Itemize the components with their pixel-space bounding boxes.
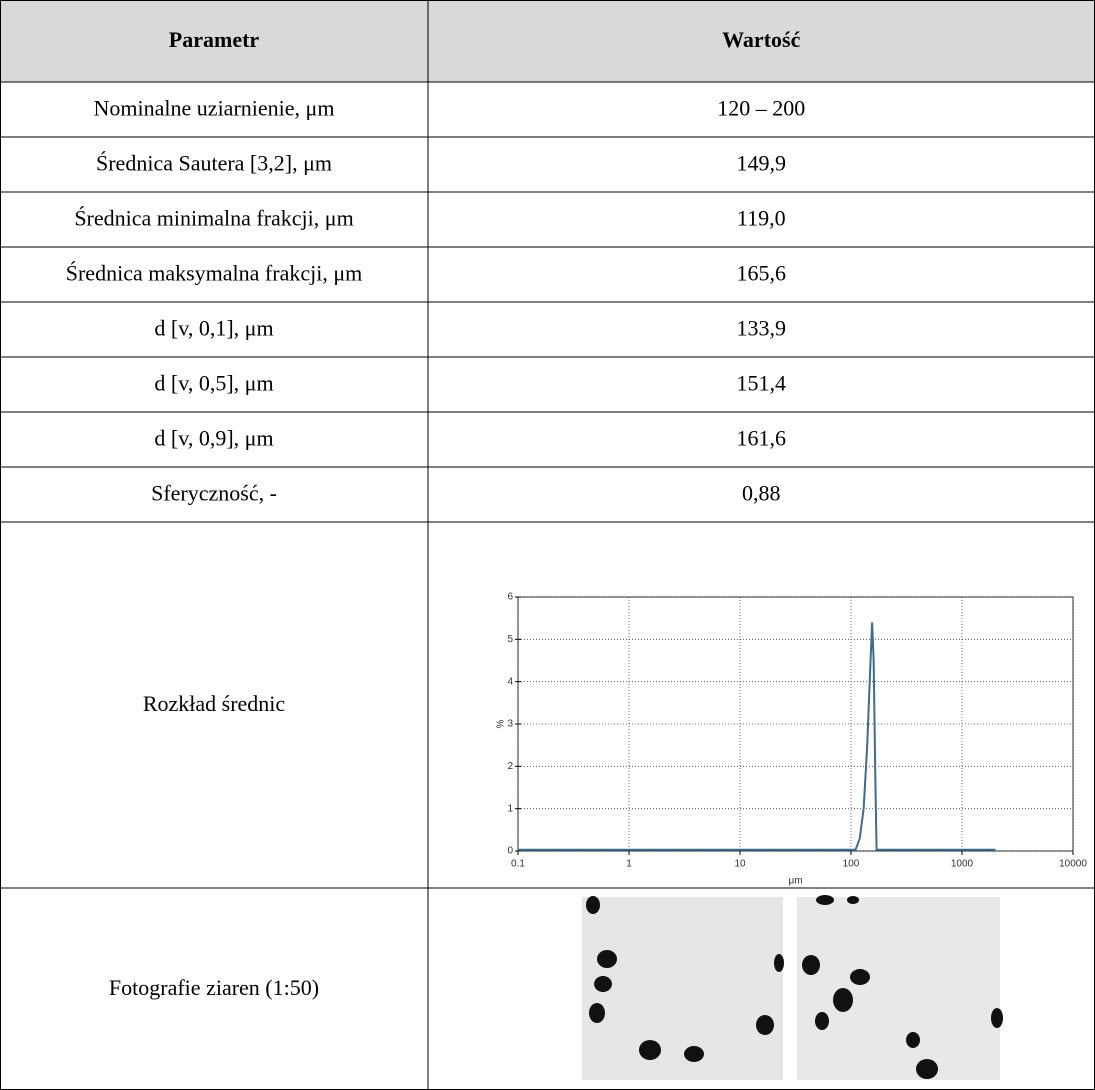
header-cell: Parametr (169, 27, 260, 52)
table-cell: Średnica maksymalna frakcji, μm (66, 261, 362, 286)
y-tick-label: 1 (507, 803, 513, 814)
photo (797, 897, 1000, 1080)
y-tick-label: 5 (507, 634, 513, 645)
table-cell: Średnica Sautera [3,2], μm (96, 151, 332, 176)
y-axis-label: % (496, 719, 507, 728)
table-cell: 165,6 (737, 261, 787, 286)
table-cell: Fotografie ziaren (1:50) (109, 975, 319, 1000)
x-tick-label: 10 (734, 859, 746, 870)
x-tick-label: 1 (626, 859, 632, 870)
y-tick-label: 3 (507, 719, 513, 730)
y-tick-label: 2 (507, 761, 513, 772)
table-cell: 119,0 (737, 206, 786, 231)
x-axis-label: μm (788, 876, 802, 887)
table-cell: Średnica minimalna frakcji, μm (74, 206, 353, 231)
document: Parametr Wartość Nominalne uziarnienie, μm… (0, 0, 1095, 1090)
header-cell: Wartość (722, 27, 800, 52)
x-tick-label: 0.1 (511, 859, 525, 870)
table-cell: 161,6 (737, 426, 787, 451)
table-cell: 133,9 (737, 316, 787, 341)
table-cell: d [v, 0,5], μm (154, 371, 273, 396)
table-cell: 120 – 200 (717, 96, 805, 121)
table-cell: d [v, 0,1], μm (154, 316, 273, 341)
table-cell: 0,88 (742, 481, 781, 506)
x-tick-label: 1000 (951, 859, 974, 870)
page: Parametr Wartość Nominalne uziarnienie, μm… (0, 0, 1095, 1090)
table-cell: d [v, 0,9], μm (154, 426, 273, 451)
table-cell: 149,9 (737, 151, 787, 176)
table-cell: Sferyczność, - (151, 481, 277, 506)
y-tick-label: 0 (507, 846, 513, 857)
series-line (518, 622, 995, 849)
x-tick-label: 100 (843, 859, 860, 870)
header-bg (1, 1, 1095, 82)
table-cell: Rozkład średnic (143, 691, 286, 716)
photo (582, 897, 783, 1080)
table-cell: Nominalne uziarnienie, μm (94, 96, 335, 121)
y-tick-label: 6 (507, 592, 513, 603)
photos (582, 895, 1003, 1080)
x-tick-label: 10000 (1059, 859, 1087, 870)
table-cell: 151,4 (737, 371, 787, 396)
y-tick-label: 4 (507, 676, 513, 687)
